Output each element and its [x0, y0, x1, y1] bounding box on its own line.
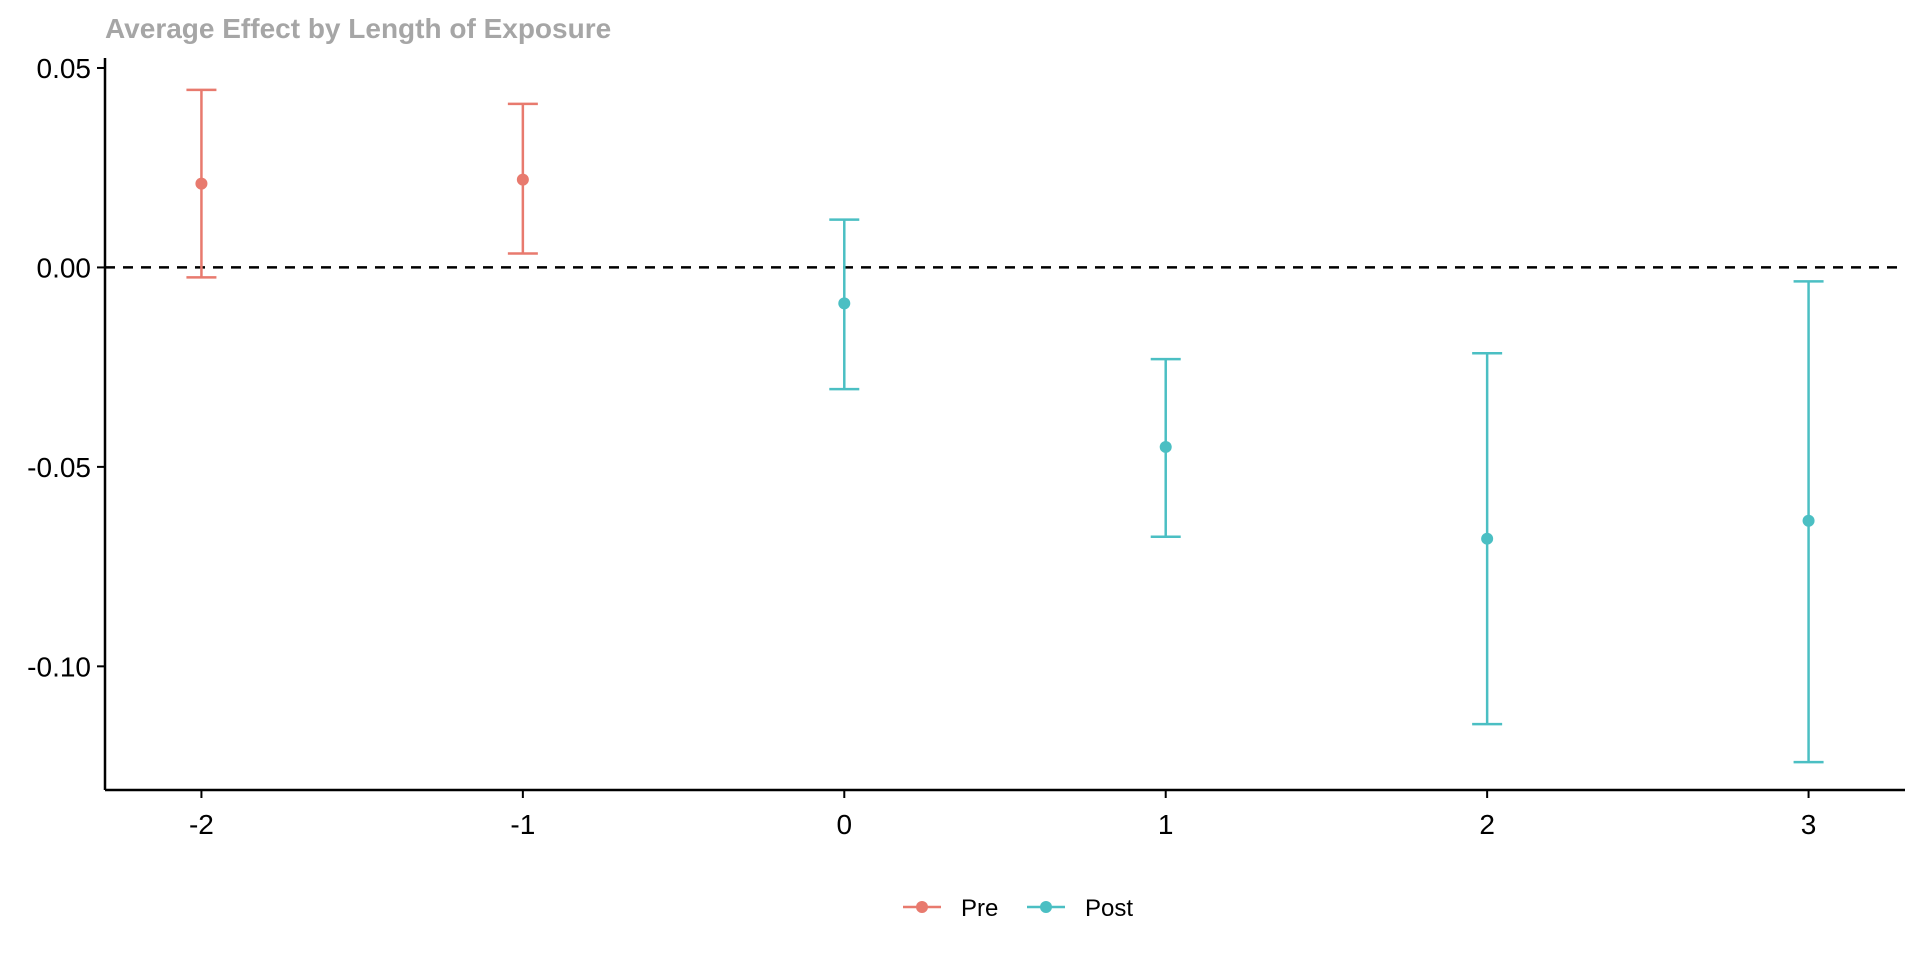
data-point	[838, 297, 851, 310]
x-tick-label: 2	[1479, 809, 1495, 840]
legend: Pre Post	[903, 895, 1133, 922]
data-point	[1159, 440, 1172, 453]
y-tick-label: -0.05	[27, 452, 91, 483]
legend-label: Post	[1085, 895, 1133, 922]
x-tick-label: 1	[1158, 809, 1174, 840]
legend-key-point	[916, 901, 928, 913]
y-tick-label: 0.05	[37, 53, 92, 84]
x-tick-label: -1	[510, 809, 535, 840]
x-tick-label: 0	[836, 809, 852, 840]
data-point	[516, 173, 529, 186]
legend-key-point	[1040, 901, 1052, 913]
chart-title: Average Effect by Length of Exposure	[105, 13, 611, 44]
data-point	[1481, 532, 1494, 545]
y-tick-label: -0.10	[27, 651, 91, 682]
x-tick-label: -2	[189, 809, 214, 840]
data-point	[195, 177, 208, 190]
x-tick-label: 3	[1801, 809, 1817, 840]
plot-area: 0.05 0.00 -0.05 -0.10 -2 -1 0 1 2 3	[27, 53, 1905, 840]
data-point	[1802, 514, 1815, 527]
y-tick-label: 0.00	[37, 252, 92, 283]
legend-label: Pre	[961, 895, 998, 922]
